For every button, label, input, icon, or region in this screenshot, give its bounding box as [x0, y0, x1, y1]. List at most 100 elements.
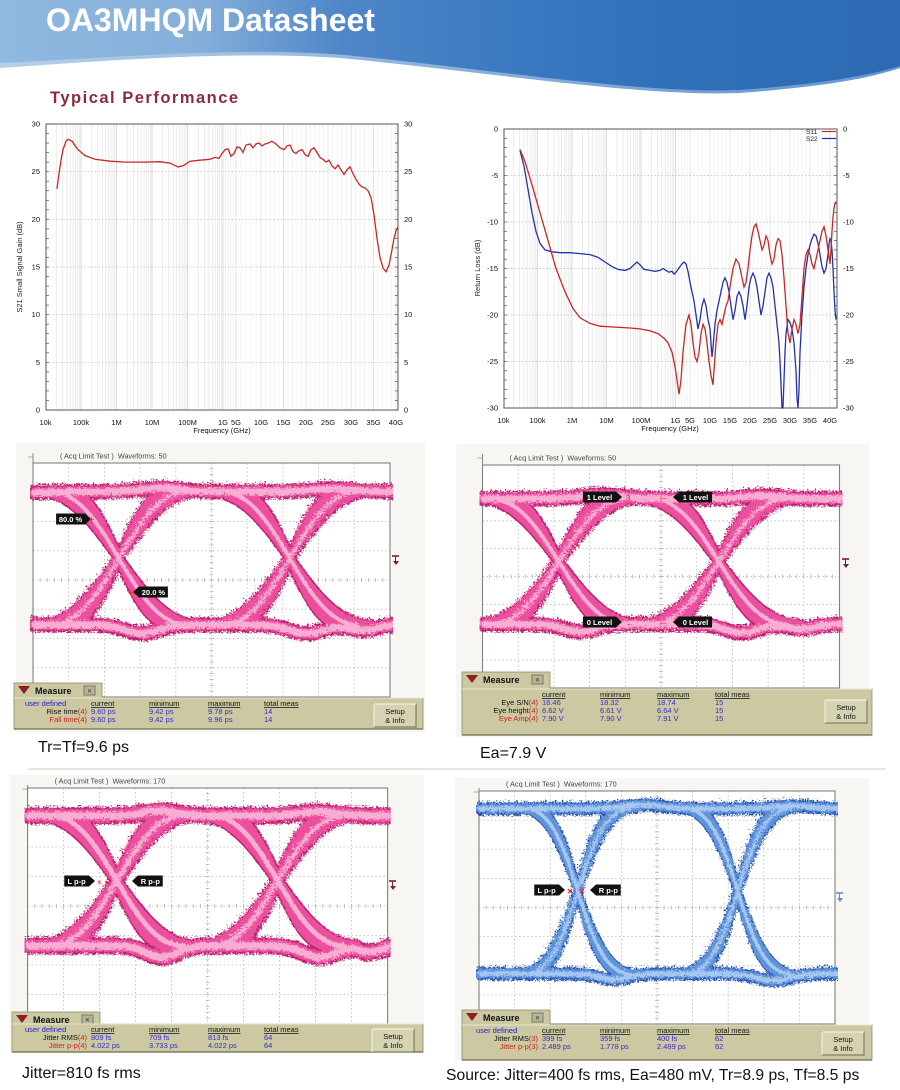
- svg-text:-25: -25: [843, 357, 854, 366]
- svg-text:14: 14: [264, 707, 272, 716]
- svg-text:10M: 10M: [145, 418, 160, 427]
- svg-text:7.90 V: 7.90 V: [600, 714, 622, 723]
- svg-text:minimum: minimum: [600, 690, 630, 699]
- svg-text:100k: 100k: [73, 418, 90, 427]
- svg-text:Setup: Setup: [385, 707, 405, 716]
- svg-text:Tr=Tf=9.6 ps: Tr=Tf=9.6 ps: [38, 739, 129, 756]
- svg-text:100k: 100k: [529, 416, 546, 425]
- svg-text:15: 15: [715, 714, 723, 723]
- svg-text:359 fs: 359 fs: [600, 1034, 621, 1043]
- svg-text:total meas: total meas: [715, 690, 750, 699]
- svg-text:& Info: & Info: [385, 716, 405, 725]
- svg-text:Setup: Setup: [833, 1035, 853, 1044]
- svg-text:1G: 1G: [218, 418, 228, 427]
- svg-text:Ea=7.9 V: Ea=7.9 V: [480, 745, 547, 762]
- svg-text:10G: 10G: [254, 418, 268, 427]
- svg-text:+: +: [128, 588, 133, 598]
- svg-text:S21 Small Signal Gain (dB): S21 Small Signal Gain (dB): [15, 221, 24, 313]
- svg-text:7.90 V: 7.90 V: [542, 714, 564, 723]
- svg-text:Fall time(4): Fall time(4): [49, 715, 87, 724]
- svg-text:15: 15: [32, 263, 40, 272]
- svg-text:×: ×: [97, 878, 102, 887]
- svg-text:25G: 25G: [321, 418, 335, 427]
- svg-text:64: 64: [264, 1041, 272, 1050]
- svg-text:Jitter p-p(3): Jitter p-p(3): [500, 1042, 539, 1051]
- svg-text:-5: -5: [491, 171, 498, 180]
- svg-text:total meas: total meas: [715, 1026, 750, 1035]
- svg-text:Jitter=810 fs rms: Jitter=810 fs rms: [22, 1065, 141, 1082]
- svg-text:minimum: minimum: [149, 1025, 179, 1034]
- svg-text:current: current: [91, 1025, 115, 1034]
- svg-text:Eye S/N(4): Eye S/N(4): [501, 698, 538, 707]
- svg-text:user defined: user defined: [25, 699, 66, 708]
- svg-text:( Acq Limit Test ) Waveforms:: ( Acq Limit Test ) Waveforms: 50: [510, 454, 617, 463]
- svg-text:64: 64: [264, 1033, 272, 1042]
- svg-text:Frequency (GHz): Frequency (GHz): [193, 426, 251, 435]
- svg-text:×: ×: [87, 687, 92, 696]
- svg-text:1G: 1G: [670, 416, 680, 425]
- svg-text:5G: 5G: [685, 416, 695, 425]
- svg-text:2.489 ps: 2.489 ps: [542, 1042, 571, 1051]
- svg-text:709 fs: 709 fs: [149, 1033, 170, 1042]
- svg-text:10k: 10k: [39, 418, 51, 427]
- svg-text:minimum: minimum: [149, 699, 179, 708]
- svg-text:current: current: [91, 699, 115, 708]
- svg-text:6.62 V: 6.62 V: [542, 706, 564, 715]
- svg-text:OA3MHQM Datasheet: OA3MHQM Datasheet: [46, 2, 375, 38]
- svg-text:400 fs: 400 fs: [657, 1034, 678, 1043]
- svg-text:& Info: & Info: [836, 712, 856, 721]
- svg-text:minimum: minimum: [600, 1026, 630, 1035]
- svg-text:1M: 1M: [567, 416, 577, 425]
- svg-text:-25: -25: [487, 357, 498, 366]
- svg-text:Measure: Measure: [33, 1015, 70, 1025]
- svg-text:35G: 35G: [803, 416, 817, 425]
- svg-text:+: +: [89, 515, 94, 525]
- svg-text:40G: 40G: [823, 416, 837, 425]
- svg-text:0 Level: 0 Level: [683, 618, 708, 627]
- svg-text:×: ×: [579, 887, 585, 898]
- svg-text:2.489 ps: 2.489 ps: [657, 1042, 686, 1051]
- svg-text:10: 10: [404, 310, 412, 319]
- svg-text:0: 0: [494, 125, 498, 134]
- svg-text:maximum: maximum: [657, 1026, 690, 1035]
- svg-text:30G: 30G: [344, 418, 358, 427]
- svg-text:Measure: Measure: [483, 1013, 520, 1023]
- svg-text:Eye Amp(4): Eye Amp(4): [499, 714, 539, 723]
- svg-text:15G: 15G: [723, 416, 737, 425]
- svg-text:399 fs: 399 fs: [542, 1034, 563, 1043]
- svg-text:3: 3: [626, 494, 631, 503]
- svg-text:maximum: maximum: [208, 1025, 241, 1034]
- svg-text:R p-p: R p-p: [141, 877, 161, 886]
- svg-text:30: 30: [32, 120, 40, 129]
- svg-text:9.42 ps: 9.42 ps: [149, 715, 174, 724]
- svg-text:( Acq Limit Test ) Waveforms:: ( Acq Limit Test ) Waveforms: 170: [506, 780, 617, 789]
- svg-text:maximum: maximum: [208, 699, 241, 708]
- svg-text:Jitter RMS(4): Jitter RMS(4): [43, 1033, 88, 1042]
- svg-text:20G: 20G: [299, 418, 313, 427]
- svg-text:5: 5: [404, 358, 408, 367]
- svg-text:6.64 V: 6.64 V: [657, 706, 679, 715]
- svg-text:20.0 %: 20.0 %: [142, 588, 166, 597]
- svg-text:25: 25: [404, 167, 412, 176]
- svg-text:0: 0: [843, 125, 847, 134]
- svg-text:current: current: [542, 690, 566, 699]
- svg-text:⊢: ⊢: [660, 494, 667, 503]
- svg-text:25G: 25G: [763, 416, 777, 425]
- svg-text:809 fs: 809 fs: [91, 1033, 112, 1042]
- svg-text:& Info: & Info: [833, 1044, 853, 1053]
- svg-text:9.96 ps: 9.96 ps: [208, 715, 233, 724]
- svg-text:-20: -20: [487, 311, 498, 320]
- svg-text:7.91 V: 7.91 V: [657, 714, 679, 723]
- svg-text:Measure: Measure: [483, 675, 520, 685]
- svg-text:813 fs: 813 fs: [208, 1033, 229, 1042]
- svg-text:10: 10: [32, 310, 40, 319]
- svg-text:9.60 ps: 9.60 ps: [91, 715, 116, 724]
- svg-text:-10: -10: [843, 218, 854, 227]
- svg-text:6.61 V: 6.61 V: [600, 706, 622, 715]
- svg-text:×: ×: [535, 676, 540, 685]
- svg-text:current: current: [542, 1026, 566, 1035]
- svg-text:10k: 10k: [497, 416, 509, 425]
- svg-text:Jitter p-p(4): Jitter p-p(4): [49, 1041, 88, 1050]
- svg-text:( Acq Limit Test ) Waveforms:: ( Acq Limit Test ) Waveforms: 50: [60, 452, 167, 461]
- svg-text:×: ×: [85, 1016, 90, 1025]
